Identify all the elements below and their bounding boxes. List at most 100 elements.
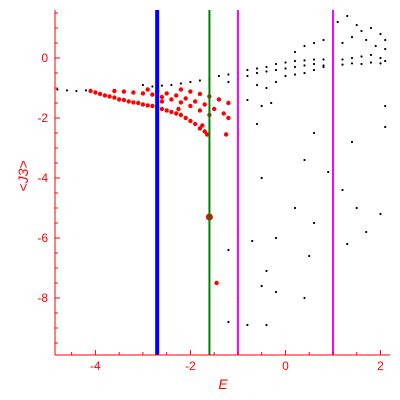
data-point (384, 38, 387, 42)
data-point (102, 93, 108, 98)
data-point (221, 111, 226, 116)
data-point (274, 62, 278, 66)
data-point (145, 103, 150, 108)
data-point (178, 87, 184, 92)
data-point (145, 87, 150, 92)
data-point (159, 106, 165, 112)
data-point (284, 61, 287, 64)
data-point (369, 26, 373, 30)
y-tick-label: 0 (41, 51, 48, 65)
data-point (346, 242, 349, 246)
data-point (116, 97, 122, 102)
data-point (136, 100, 141, 106)
data-point (312, 221, 316, 225)
data-point (336, 20, 339, 24)
data-point (188, 118, 193, 124)
data-point (350, 140, 354, 144)
data-point (260, 284, 263, 288)
data-point (164, 108, 169, 113)
data-point (189, 80, 192, 84)
data-point (303, 59, 306, 62)
data-point (322, 38, 325, 42)
data-point (97, 91, 103, 97)
data-point (350, 35, 354, 39)
data-point (312, 131, 316, 135)
data-point (255, 122, 259, 126)
data-point (223, 132, 229, 137)
data-point (93, 90, 98, 95)
data-point (327, 170, 330, 174)
data-point (365, 230, 368, 234)
data-point (197, 126, 203, 131)
data-point (284, 67, 287, 70)
data-point (214, 280, 219, 286)
data-point (274, 80, 278, 84)
data-point (265, 65, 268, 69)
data-point (226, 115, 231, 121)
data-point (178, 112, 184, 118)
data-point (265, 323, 268, 327)
data-point (121, 97, 127, 103)
data-point (188, 89, 193, 94)
data-point (303, 64, 306, 67)
data-point (202, 129, 207, 134)
data-point (183, 115, 188, 121)
data-point (202, 102, 207, 107)
data-point (227, 248, 230, 252)
x-tick-label: 0 (282, 359, 289, 373)
x-tick-label: -2 (185, 359, 196, 373)
data-point (227, 73, 230, 76)
data-point (360, 62, 363, 66)
data-point (369, 53, 373, 57)
data-point (246, 68, 249, 72)
data-point (384, 104, 387, 108)
y-tick-label: -8 (37, 291, 48, 305)
data-point (193, 121, 198, 127)
data-point (159, 94, 165, 100)
data-point (303, 71, 306, 75)
data-point (140, 91, 146, 96)
data-point (265, 70, 268, 73)
data-point (112, 95, 117, 100)
data-point (169, 97, 174, 102)
data-point (341, 63, 344, 66)
data-point (178, 100, 184, 105)
data-point (183, 96, 188, 101)
data-point (293, 73, 297, 76)
data-point (303, 158, 306, 162)
data-point (159, 99, 165, 104)
data-point (274, 290, 278, 294)
data-point (255, 83, 259, 87)
data-point (355, 23, 358, 27)
data-point (188, 103, 193, 109)
data-point (303, 44, 306, 48)
data-point (204, 132, 210, 137)
y-tick-label: -2 (37, 111, 48, 125)
data-point (365, 38, 368, 42)
data-point (150, 103, 155, 109)
data-point (374, 44, 377, 48)
data-point (341, 41, 344, 45)
data-point (151, 85, 154, 88)
data-point (303, 296, 306, 300)
data-point (246, 323, 249, 327)
data-point (88, 88, 93, 94)
data-point (379, 212, 382, 216)
data-point (197, 108, 203, 113)
data-point (350, 56, 354, 60)
data-point (350, 62, 354, 65)
data-point (121, 89, 127, 94)
data-point (322, 58, 325, 61)
data-point (217, 74, 220, 78)
data-point (246, 98, 249, 102)
data-point (384, 59, 387, 63)
data-point (293, 50, 297, 54)
y-tick-label: -6 (37, 231, 48, 245)
data-point (197, 91, 203, 97)
data-point (56, 88, 59, 91)
data-point (169, 109, 174, 115)
data-point (251, 239, 254, 243)
data-point (212, 106, 217, 112)
data-point (265, 86, 268, 90)
